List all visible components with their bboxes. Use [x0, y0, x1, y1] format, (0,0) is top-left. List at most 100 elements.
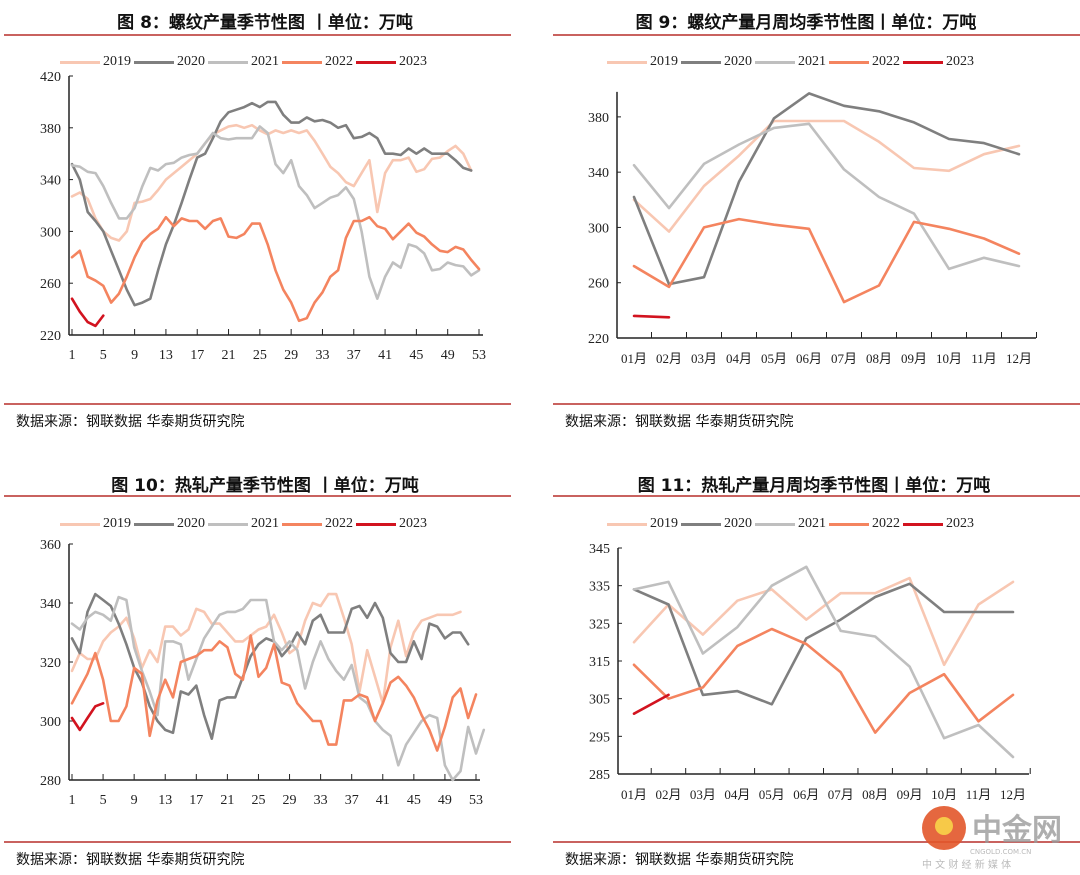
x-tick-label: 13 [158, 793, 172, 808]
chart-title: 图 8：螺纹产量季节性图 丨单位：万吨 [117, 13, 413, 33]
title-divider [4, 34, 511, 36]
x-tick-label: 09月 [901, 351, 927, 366]
y-tick-label: 340 [40, 174, 61, 189]
legend-label: 2021 [251, 516, 279, 531]
legend-swatch [755, 522, 795, 526]
x-tick-label: 37 [347, 348, 361, 363]
y-tick-label: 335 [589, 580, 610, 595]
series-line-2022 [70, 634, 478, 752]
legend-swatch [208, 60, 248, 64]
series-line-2021 [70, 125, 481, 301]
legend-label: 2020 [724, 54, 752, 69]
x-tick-label: 5 [100, 793, 107, 808]
x-tick-label: 04月 [726, 351, 752, 366]
legend-swatch [282, 60, 322, 64]
x-tick-label: 25 [253, 348, 267, 363]
legend-swatch [356, 522, 396, 526]
x-tick-label: 25 [251, 793, 265, 808]
x-tick-label: 11月 [966, 787, 992, 802]
legend-swatch [903, 60, 943, 64]
y-tick-label: 320 [40, 656, 61, 671]
source-divider [553, 403, 1080, 405]
series-line-2023 [70, 297, 105, 328]
series-line-2021 [632, 122, 1021, 271]
series-line-2020 [632, 92, 1021, 286]
legend-label: 2021 [798, 516, 826, 531]
x-tick-label: 21 [222, 348, 236, 363]
legend-swatch [282, 522, 322, 526]
x-tick-label: 9 [131, 793, 138, 808]
chart-title: 图 10：热轧产量季节性图 丨单位：万吨 [111, 476, 419, 496]
x-tick-label: 01月 [621, 787, 647, 802]
x-tick-label: 17 [190, 348, 204, 363]
y-tick-label: 340 [588, 166, 609, 181]
y-tick-label: 325 [589, 617, 610, 632]
x-tick-label: 04月 [724, 787, 750, 802]
x-tick-label: 53 [469, 793, 483, 808]
source-note: 数据来源：钢联数据 华泰期货研究院 [16, 414, 245, 430]
series-line-2021 [632, 565, 1015, 759]
series-line-2020 [632, 582, 1015, 706]
y-tick-label: 380 [588, 111, 609, 126]
series-line-2019 [70, 592, 462, 705]
x-tick-label: 21 [220, 793, 234, 808]
chart-0: 220 260 300 340 380 420 1 5 9 13 17 21 25 29 33 37 41 45 4… [40, 70, 486, 363]
series-line-2021 [70, 595, 486, 782]
series-line-2020 [70, 100, 473, 307]
x-tick-label: 03月 [690, 787, 716, 802]
series-line-2022 [70, 215, 481, 323]
legend-label: 2022 [325, 516, 353, 531]
legend-swatch [134, 522, 174, 526]
series-line-2023 [632, 314, 671, 319]
legend-swatch [607, 522, 647, 526]
x-tick-label: 45 [409, 348, 423, 363]
x-tick-label: 9 [131, 348, 138, 363]
series-line-2023 [70, 701, 105, 732]
x-tick-label: 09月 [897, 787, 923, 802]
legend-swatch [356, 60, 396, 64]
x-tick-label: 02月 [656, 351, 682, 366]
x-tick-label: 1 [69, 348, 76, 363]
y-tick-label: 300 [40, 715, 61, 730]
series-line-2023 [632, 693, 670, 716]
x-tick-label: 49 [441, 348, 455, 363]
x-tick-label: 53 [472, 348, 486, 363]
legend-label: 2020 [724, 516, 752, 531]
legend-label: 2019 [650, 54, 678, 69]
x-tick-label: 12月 [1006, 351, 1032, 366]
legend: 2019 2020 2021 2022 2023 [604, 516, 974, 532]
legend-swatch [208, 522, 248, 526]
cngold-watermark-logo: 中金网 CNGOLD.COM.CN 中 文 财 经 新 媒 体 [922, 806, 1062, 871]
y-tick-label: 220 [588, 332, 609, 347]
x-tick-label: 17 [189, 793, 203, 808]
y-tick-label: 380 [40, 122, 61, 137]
y-tick-label: 340 [40, 597, 61, 612]
y-tick-label: 285 [589, 768, 610, 783]
legend-label: 2023 [946, 516, 974, 531]
legend-swatch [607, 60, 647, 64]
source-divider [4, 841, 511, 843]
x-tick-label: 11月 [971, 351, 997, 366]
series-line-2019 [632, 576, 1015, 667]
legend-swatch [755, 60, 795, 64]
x-tick-label: 1 [69, 793, 76, 808]
x-tick-label: 03月 [691, 351, 717, 366]
x-tick-label: 13 [159, 348, 173, 363]
title-divider [4, 495, 511, 497]
source-note: 数据来源：钢联数据 华泰期货研究院 [565, 414, 794, 430]
legend-label: 2019 [103, 516, 131, 531]
x-tick-label: 29 [283, 793, 297, 808]
x-tick-label: 05月 [759, 787, 785, 802]
x-tick-label: 08月 [862, 787, 888, 802]
legend-label: 2021 [251, 54, 279, 69]
series-line-2020 [70, 592, 470, 741]
legend-swatch [681, 60, 721, 64]
chart-title: 图 9：螺纹产量月周均季节性图丨单位：万吨 [635, 13, 977, 33]
x-tick-label: 05月 [761, 351, 787, 366]
legend-label: 2019 [103, 54, 131, 69]
y-tick-label: 420 [40, 70, 61, 85]
legend: 2019 2020 2021 2022 2023 [57, 516, 427, 532]
legend-swatch [829, 60, 869, 64]
svg-text:中金网: 中金网 [972, 813, 1062, 848]
legend-swatch [134, 60, 174, 64]
